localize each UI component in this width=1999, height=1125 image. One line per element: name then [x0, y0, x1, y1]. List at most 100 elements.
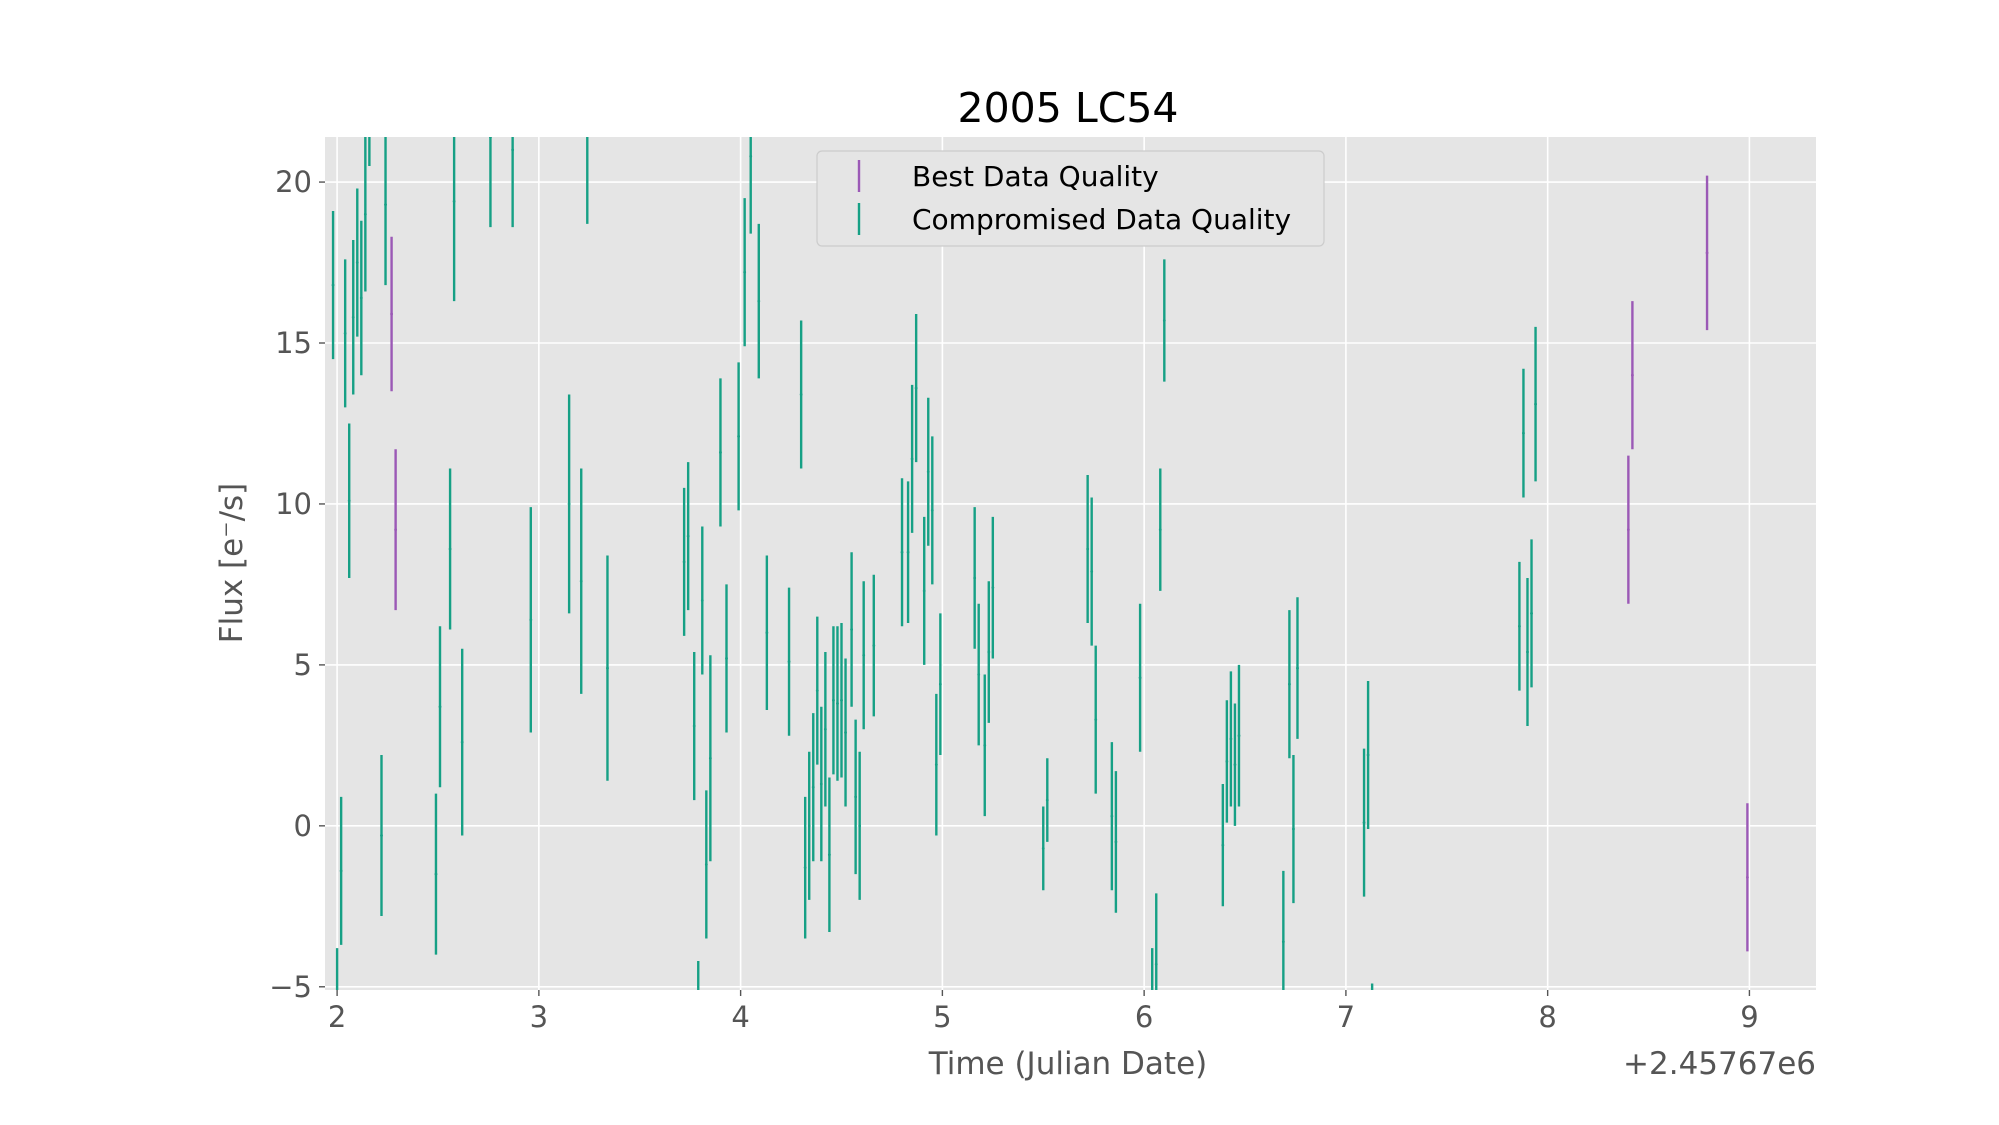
- point-compromised: [1045, 798, 1049, 802]
- point-compromised: [579, 579, 583, 583]
- point-compromised: [704, 863, 708, 866]
- point-compromised: [708, 756, 712, 760]
- point-compromised: [460, 740, 464, 744]
- point-compromised: [686, 534, 690, 538]
- point-compromised: [749, 154, 753, 158]
- point-compromised: [815, 689, 819, 693]
- point-compromised: [380, 834, 383, 837]
- point-compromised: [1086, 547, 1090, 551]
- point-compromised: [452, 199, 456, 203]
- point-compromised: [1292, 827, 1295, 831]
- point-compromised: [827, 853, 831, 857]
- data-layer: [331, 137, 1749, 990]
- point-compromised: [438, 705, 442, 709]
- point-compromised: [700, 599, 704, 602]
- y-axis-label: Flux [e⁻/s]: [214, 483, 250, 644]
- point-best: [394, 528, 398, 532]
- point-compromised: [803, 866, 807, 870]
- chart-title: 2005 LC54: [957, 84, 1178, 132]
- point-compromised: [1090, 570, 1094, 573]
- point-compromised: [692, 724, 696, 728]
- point-compromised: [1534, 402, 1537, 406]
- point-compromised: [1225, 760, 1229, 763]
- point-compromised: [840, 698, 843, 702]
- point-compromised: [1518, 624, 1521, 628]
- point-compromised: [359, 296, 363, 300]
- axis-ticks: 2 3 4 5 6 7 8 9 −5 0 5 10 15 20: [269, 165, 1758, 1034]
- point-compromised: [983, 743, 987, 747]
- plot-area: [325, 137, 1816, 990]
- point-compromised: [725, 657, 728, 660]
- x-tick-label: 4: [731, 1000, 749, 1034]
- point-compromised: [1221, 843, 1225, 847]
- point-compromised: [489, 137, 492, 139]
- point-compromised: [765, 631, 769, 635]
- x-offset-label: +2.45767e6: [1623, 1046, 1816, 1082]
- point-compromised: [900, 550, 904, 554]
- point-compromised: [858, 824, 862, 828]
- point-compromised: [922, 589, 926, 593]
- point-compromised: [1281, 940, 1285, 944]
- point-compromised: [854, 795, 858, 799]
- point-compromised: [910, 457, 914, 461]
- point-compromised: [977, 673, 981, 676]
- point-compromised: [1237, 734, 1241, 738]
- y-tick-label: 5: [294, 648, 312, 682]
- point-best: [1705, 251, 1709, 255]
- point-compromised: [529, 618, 533, 622]
- point-compromised: [737, 434, 741, 438]
- y-tick-label: 15: [275, 326, 312, 360]
- point-best: [1626, 528, 1630, 532]
- point-compromised: [1110, 814, 1114, 818]
- point-compromised: [743, 270, 747, 274]
- point-compromised: [862, 653, 866, 657]
- legend-box: [816, 150, 1325, 247]
- point-compromised: [1041, 846, 1045, 850]
- point-best: [1630, 373, 1634, 377]
- point-compromised: [363, 212, 367, 216]
- point-compromised: [872, 644, 876, 647]
- legend-label-compromised: Compromised Data Quality: [912, 203, 1291, 236]
- legend-label-best: Best Data Quality: [912, 160, 1159, 193]
- point-compromised: [1530, 611, 1533, 615]
- point-compromised: [799, 393, 803, 396]
- point-compromised: [987, 650, 991, 654]
- point-compromised: [811, 785, 815, 789]
- point-compromised: [511, 148, 515, 152]
- point-best: [1746, 875, 1749, 879]
- point-compromised: [973, 576, 977, 580]
- point-compromised: [1114, 840, 1118, 844]
- point-compromised: [807, 824, 811, 828]
- point-compromised: [938, 682, 942, 686]
- point-compromised: [836, 702, 839, 705]
- x-tick-label: 5: [933, 1000, 951, 1034]
- point-compromised: [567, 502, 571, 506]
- point-compromised: [448, 547, 452, 551]
- point-compromised: [1154, 962, 1158, 966]
- x-tick-label: 9: [1740, 1000, 1758, 1034]
- point-compromised: [1526, 650, 1529, 654]
- point-best: [390, 312, 393, 316]
- point-compromised: [606, 666, 609, 670]
- point-compromised: [355, 261, 359, 264]
- point-compromised: [434, 872, 438, 876]
- point-compromised: [1094, 718, 1098, 722]
- point-compromised: [343, 331, 347, 335]
- point-compromised: [1362, 821, 1366, 825]
- legend: Best Data Quality Compromised Data Quali…: [816, 150, 1325, 247]
- point-compromised: [787, 660, 791, 664]
- point-compromised: [339, 869, 343, 873]
- point-compromised: [1233, 763, 1237, 767]
- point-compromised: [832, 698, 835, 702]
- point-compromised: [1138, 676, 1142, 680]
- x-tick-label: 7: [1337, 1000, 1355, 1034]
- point-compromised: [757, 299, 761, 303]
- point-compromised: [384, 203, 387, 206]
- point-compromised: [1162, 319, 1166, 322]
- point-compromised: [850, 628, 853, 631]
- point-compromised: [1296, 666, 1299, 670]
- point-compromised: [914, 386, 918, 390]
- x-tick-label: 3: [530, 1000, 548, 1034]
- point-compromised: [1522, 431, 1525, 435]
